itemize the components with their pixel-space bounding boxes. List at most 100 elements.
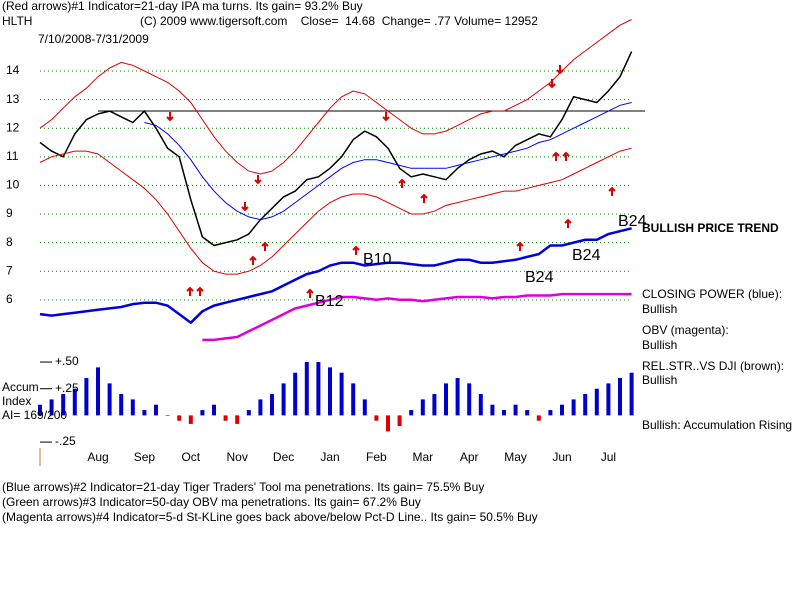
x-tick-label: Feb xyxy=(366,450,387,464)
bar xyxy=(119,394,124,416)
y-tick-label: 13 xyxy=(6,92,20,106)
x-tick-label: Jan xyxy=(320,450,339,464)
bar xyxy=(328,367,332,416)
y-tick-label: 12 xyxy=(6,120,20,134)
chart-title: (Red arrows)#1 Indicator=21-day IPA ma t… xyxy=(2,0,363,13)
signal-arrow xyxy=(261,241,269,251)
signal-arrow xyxy=(608,186,616,196)
footer-note: (Green arrows)#3 Indicator=50-day OBV ma… xyxy=(2,495,421,509)
bar xyxy=(246,410,251,416)
x-tick-label: Sep xyxy=(134,450,156,464)
x-tick-label: Jul xyxy=(601,450,616,464)
series-line xyxy=(39,19,632,175)
bar xyxy=(351,383,356,416)
bar xyxy=(130,399,135,416)
y-tick-label: -.25 xyxy=(55,434,76,448)
y-tick-label: +.50 xyxy=(55,354,79,368)
annotation: B24 xyxy=(572,247,601,264)
bar xyxy=(107,383,112,416)
x-tick-label: Dec xyxy=(273,450,294,464)
subtitle: (C) 2009 www.tigersoft.com Close= 14.68 … xyxy=(140,14,538,28)
series-line xyxy=(202,292,632,342)
bar xyxy=(618,378,622,416)
bar xyxy=(293,372,298,416)
series-line xyxy=(39,227,632,325)
signal-arrow xyxy=(352,245,360,255)
y-tick-label: 14 xyxy=(6,63,20,77)
annotation: Bullish xyxy=(642,302,677,316)
x-tick-label: Aug xyxy=(87,450,108,464)
bar xyxy=(594,388,599,416)
bar xyxy=(49,399,54,416)
signal-arrow xyxy=(249,255,257,265)
bar xyxy=(316,362,321,416)
annotation: B12 xyxy=(315,293,344,310)
bar xyxy=(386,415,390,432)
bar xyxy=(339,372,344,416)
panel-label: AI= 169/200 xyxy=(2,408,67,422)
bar xyxy=(467,383,472,416)
bar xyxy=(548,410,553,416)
signal-arrow xyxy=(420,193,428,203)
annotation: OBV (magenta): xyxy=(642,323,729,337)
x-tick-label: Oct xyxy=(181,450,200,464)
annotation: BULLISH PRICE TREND xyxy=(642,221,779,235)
signal-arrow xyxy=(398,178,406,188)
annotation: Bullish xyxy=(642,373,677,387)
bar xyxy=(432,394,437,416)
series-line xyxy=(39,147,632,275)
bar xyxy=(455,378,460,416)
series-line xyxy=(144,102,632,221)
date-range: 7/10/2008-7/31/2009 xyxy=(38,32,149,46)
bar xyxy=(571,399,576,416)
bar xyxy=(560,404,564,416)
bar xyxy=(444,383,448,416)
x-tick-label: May xyxy=(504,450,527,464)
bar xyxy=(409,410,414,416)
x-tick-label: Apr xyxy=(460,450,479,464)
y-tick-label: 7 xyxy=(6,263,13,277)
footer-note: (Magenta arrows)#4 Indicator=5-d St-KLin… xyxy=(2,510,538,524)
bar xyxy=(420,399,425,416)
bar xyxy=(513,404,518,416)
y-tick-label: 11 xyxy=(6,149,19,163)
panel-label: Accum xyxy=(2,380,39,394)
bar xyxy=(96,367,100,416)
annotation: Bullish xyxy=(642,338,677,352)
signal-arrow xyxy=(548,79,556,89)
bar xyxy=(223,415,228,421)
panel-label: Index xyxy=(2,394,31,408)
bar xyxy=(490,404,495,416)
x-tick-label: Mar xyxy=(412,450,433,464)
signal-arrow xyxy=(186,286,194,296)
bar xyxy=(38,404,42,416)
bar xyxy=(304,362,309,416)
annotation: Bullish: Accumulation Rising xyxy=(642,418,792,432)
y-tick-label: 9 xyxy=(6,206,13,220)
bar xyxy=(270,394,274,416)
bar xyxy=(200,410,205,416)
bar xyxy=(374,415,379,421)
signal-arrow xyxy=(552,151,560,161)
footer-note: (Blue arrows)#2 Indicator=21-day Tiger T… xyxy=(2,480,484,494)
signal-arrow xyxy=(556,65,564,75)
y-tick-label: +.25 xyxy=(55,381,79,395)
bar xyxy=(84,378,89,416)
annotation: B10 xyxy=(363,251,392,268)
annotation: B24 xyxy=(618,213,647,230)
bar xyxy=(177,415,182,421)
bar xyxy=(606,383,611,416)
signal-arrow xyxy=(166,112,174,122)
signal-arrow xyxy=(564,218,572,228)
annotation: CLOSING POWER (blue): xyxy=(642,287,782,301)
series-line xyxy=(39,51,633,247)
bar xyxy=(258,399,263,416)
bar xyxy=(61,394,66,416)
symbol: HLTH xyxy=(2,14,32,28)
bar xyxy=(583,394,588,416)
bar xyxy=(72,388,77,416)
x-tick-label: Nov xyxy=(227,450,248,464)
bar xyxy=(502,410,506,416)
annotation: B24 xyxy=(525,269,554,286)
bar xyxy=(536,415,541,421)
